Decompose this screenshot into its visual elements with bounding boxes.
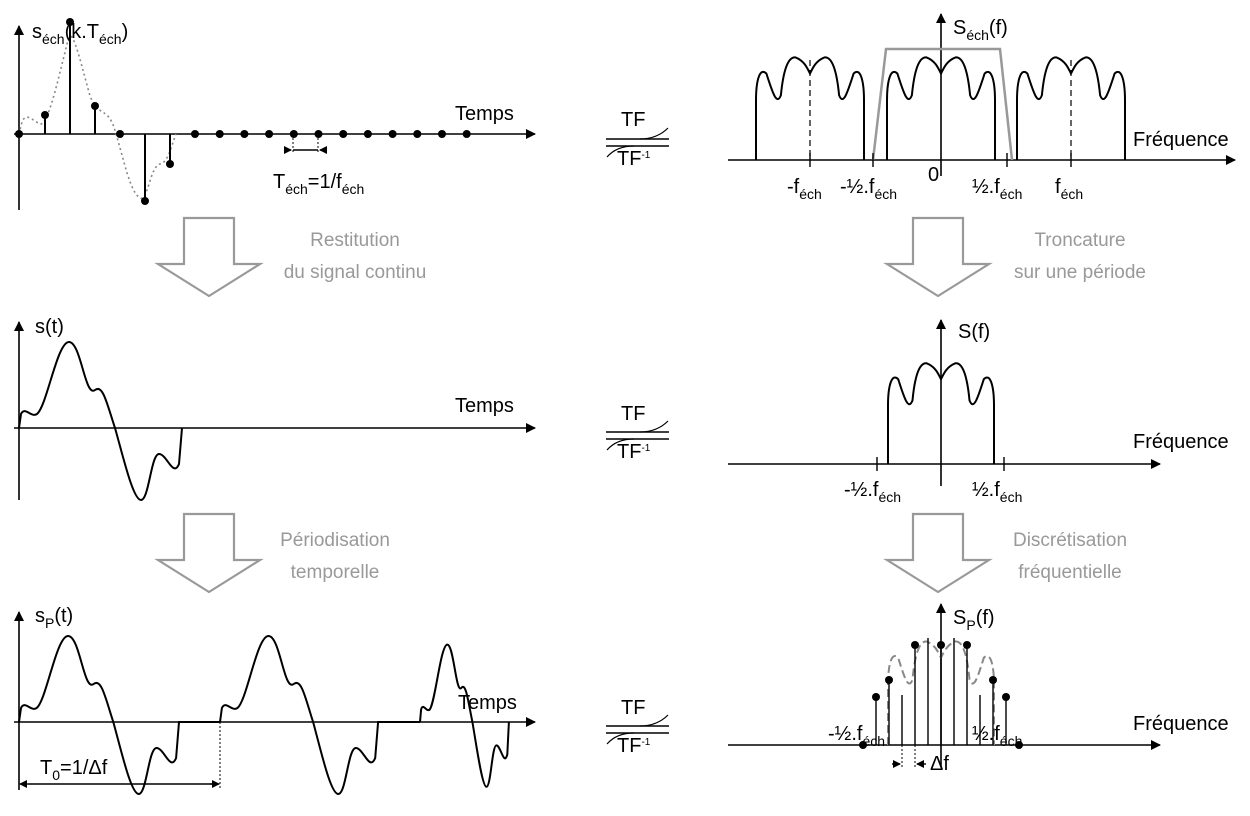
sample-dot [289,130,298,138]
tick-half-fech: ½.féch [972,479,1022,505]
continuous-signal-dotted [18,35,177,199]
sample-dot [141,197,149,205]
sampled-time-panel: séch(k.Téch) Temps Téch=1/féch [14,18,536,210]
transition-troncature-line1: Troncature [1034,230,1125,251]
tick-minus-half-fech: -½.féch [828,723,885,749]
spectral-dot [859,741,867,749]
discrete-spectrum-panel: SP(f) Fréquence Δf -½.féch ½.féch [728,603,1229,775]
tick-minus-fech: -féch [787,176,822,202]
sample-dot [191,130,199,138]
sample-dot [265,130,274,138]
sample-dot [240,130,249,138]
down-arrow-right-1 [883,216,993,298]
tf-pair-3: TF TF-1 [606,697,669,757]
periodic-time-panel: sP(t) Temps T0=1/Δf [14,605,536,796]
sample-dot [91,102,99,110]
delta-f-marker [892,745,926,768]
tf-label: TF [621,697,645,719]
periodic-signal-period-1 [18,634,220,796]
spectrum-lobe [886,56,996,160]
tf-pair-2: TF TF-1 [606,403,669,463]
sample-dot [363,130,372,138]
tf-inverse-label: TF-1 [617,735,651,757]
tick-minus-half-fech: -½.féch [840,176,897,202]
transition-troncature-line2: sur une période [1014,262,1146,283]
tick-half-fech: ½.féch [972,723,1022,749]
tick-minus-half-fech: -½.féch [844,479,901,505]
sample-dot [166,160,174,168]
frequency-axis-label: Fréquence [1133,129,1229,151]
periodic-spectrum [755,56,1126,160]
tf-label: TF [621,403,645,425]
spectral-dot [937,641,945,649]
tf-label: TF [621,109,645,131]
freq-ticks [809,153,1072,167]
down-arrow-right-2 [883,512,993,594]
transition-restitution-line1: Restitution [310,230,400,251]
sample-dot [116,130,124,138]
periodic-signal-period-2 [219,634,420,796]
spectral-dot [1002,693,1010,701]
transition-periodisation-line2: temporelle [291,562,380,583]
spectral-dot [963,641,971,649]
spectrum-lobe [887,362,995,464]
spectrum-title: S(f) [958,321,990,343]
down-arrow-left-1 [154,216,264,298]
transition-restitution-line2: du signal continu [284,262,427,283]
tick-fech: féch [1055,176,1083,202]
time-axis-label: Temps [455,103,514,125]
tf-pair-1: TF TF-1 [606,109,669,170]
discrete-spectrum-title: SP(f) [953,607,995,633]
continuous-signal-title: s(t) [35,316,64,338]
transition-periodisation-line1: Périodisation [280,530,390,551]
truncated-spectrum [887,362,995,464]
tf-inverse-label: TF-1 [617,148,651,170]
sampled-signal-title: séch(k.Téch) [32,21,128,47]
periodic-signal-title: sP(t) [35,605,73,631]
spectral-dot [872,693,880,701]
transition-discretisation-line2: fréquentielle [1018,562,1122,583]
spectral-lines [859,638,1023,749]
tf-inverse-label: TF-1 [617,441,651,463]
sample-dot [462,130,471,138]
sample-dot [41,111,49,119]
frequency-axis-label: Fréquence [1133,431,1229,453]
continuous-time-panel: s(t) Temps [14,316,536,502]
sample-dot [215,130,224,138]
spectral-dot [911,641,919,649]
sampled-spectrum-panel: Séch(f) Fréquence 0 -féch -½.féch ½.féch… [728,13,1236,202]
sample-dot [66,18,74,26]
sampling-period-marker [284,134,327,154]
down-arrow-left-2 [154,512,264,594]
transition-discretisation-line1: Discrétisation [1013,530,1127,551]
periodic-signal-period-3 [419,643,510,788]
spectral-dot [1015,741,1023,749]
sample-dot [15,130,23,138]
delta-f-label: Δf [930,753,949,775]
time-axis-label: Temps [455,395,514,417]
tick-half-fech: ½.féch [972,176,1022,202]
zero-label: 0 [928,164,939,186]
continuous-signal-curve [18,340,183,502]
time-axis-label: Temps [458,692,517,714]
sample-dot [388,130,397,138]
frequency-axis-label: Fréquence [1133,713,1229,735]
sample-dot [438,130,446,138]
truncated-spectrum-panel: S(f) Fréquence -½.féch ½.féch [728,319,1229,505]
truncation-window [871,47,1014,161]
spectral-dot [885,676,893,684]
spectral-dot [989,676,997,684]
sample-dot [339,130,348,138]
sampling-period-label: Téch=1/féch [273,171,364,197]
sampled-spectrum-title: Séch(f) [953,17,1008,43]
period-label: T0=1/Δf [40,757,108,783]
sample-dot [413,130,422,138]
sample-stems [15,18,471,205]
